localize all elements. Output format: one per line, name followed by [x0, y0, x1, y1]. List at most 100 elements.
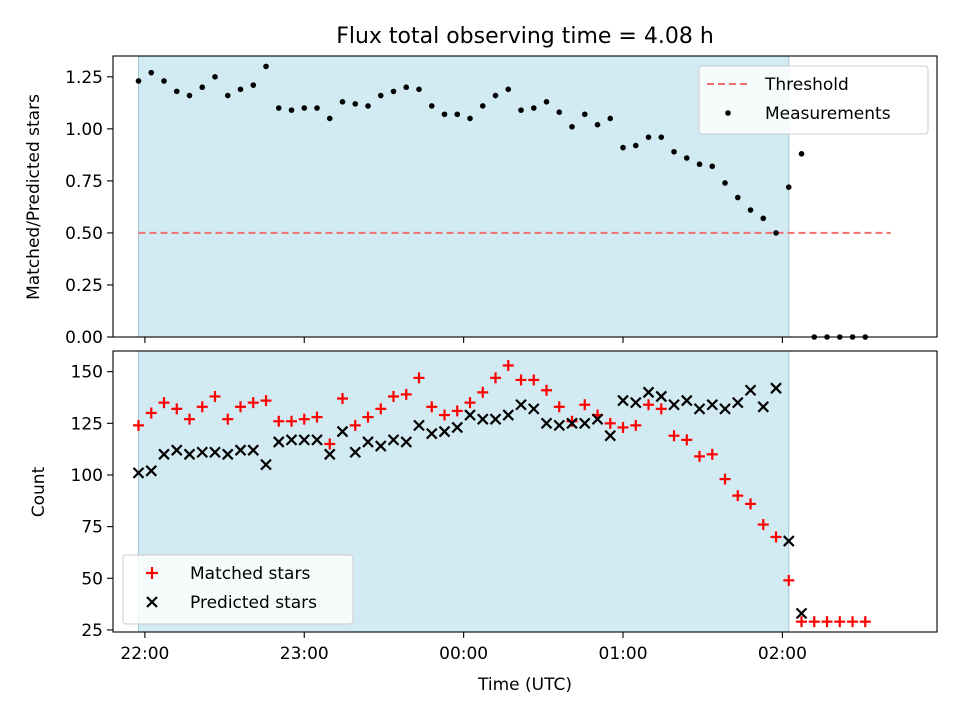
matched-star-point [451, 405, 463, 417]
predicted-stars-series [132, 382, 808, 620]
matched-star-point [324, 438, 336, 450]
predicted-star-point [413, 419, 425, 432]
bottom-x-ticks: 22:00 23:00 00:00 01:00 02:00 [120, 632, 807, 664]
predicted-star-point [566, 417, 578, 430]
measurement-point [263, 63, 269, 70]
predicted-stars-legend-swatch [146, 596, 158, 608]
measurement-point [301, 105, 308, 111]
predicted-star-point [285, 434, 298, 446]
top-legend: Threshold Measurements [698, 65, 929, 135]
predicted-star-point [578, 417, 591, 430]
x-tick-label: 22:00 [120, 644, 169, 664]
measurement-point [275, 105, 282, 111]
matched-star-point [528, 374, 540, 386]
predicted-star-point [731, 396, 744, 409]
matched-star-point [579, 399, 591, 411]
predicted-star-point [782, 535, 795, 547]
matched-stars-legend-label: Matched stars [190, 564, 310, 584]
matched-star-point [362, 411, 374, 423]
predicted-star-point [145, 465, 158, 477]
y-tick-label: 75 [81, 518, 103, 538]
matched-star-point [566, 415, 578, 427]
matched-star-point [859, 616, 871, 628]
top-y-ticks: 0.00 0.25 0.50 0.75 1.00 1.25 [65, 68, 113, 348]
matched-star-point [273, 415, 285, 427]
predicted-star-point [629, 396, 642, 409]
matched-star-point [783, 574, 795, 586]
y-tick-label: 50 [81, 569, 103, 589]
top-axes-frame [112, 55, 938, 338]
measurement-point [709, 163, 716, 170]
matched-star-point [604, 417, 616, 429]
matched-star-point [337, 393, 349, 405]
predicted-star-point [680, 394, 693, 407]
matched-stars-series [133, 359, 871, 628]
predicted-star-point [438, 425, 451, 438]
matched-star-point [490, 372, 502, 384]
predicted-star-point [362, 436, 374, 448]
predicted-star-point [323, 448, 336, 461]
matched-star-point [464, 397, 476, 409]
measurement-point [581, 111, 588, 118]
chart-title: Flux total observing time = 4.08 h [336, 24, 714, 49]
predicted-star-point [527, 403, 540, 415]
top-panel: 0.00 0.25 0.50 0.75 1.00 1.25 Matched/Predict… [24, 55, 938, 348]
matched-star-point [298, 413, 310, 425]
measurement-point [339, 98, 346, 105]
predicted-star-point [272, 436, 285, 448]
predicted-star-point [502, 409, 515, 421]
predicted-star-point [515, 398, 527, 411]
measurement-point [505, 86, 512, 93]
predicted-star-point [642, 386, 655, 399]
matched-star-point [375, 403, 387, 415]
predicted-star-point [540, 417, 553, 430]
matched-star-point [643, 399, 655, 411]
measurement-point [416, 86, 422, 93]
measurement-point [569, 123, 575, 130]
y-tick-label: 150 [71, 363, 103, 383]
measurement-point [760, 215, 767, 222]
predicted-star-point [655, 390, 668, 403]
matched-star-point [439, 409, 451, 421]
predicted-star-point [387, 434, 400, 446]
measurement-point [607, 115, 614, 122]
measurement-point [365, 103, 371, 109]
bottom-axes-frame [112, 350, 938, 633]
bottom-legend: Matched stars Predicted stars [122, 554, 354, 625]
predicted-star-point [221, 448, 234, 461]
predicted-star-point [668, 398, 680, 411]
matched-star-point [413, 372, 425, 384]
predicted-star-point [476, 413, 489, 425]
matched-star-point [388, 390, 400, 402]
top-x-ticks [144, 337, 783, 343]
matched-star-point [732, 490, 744, 502]
top-y-axis-label: Matched/Predicted stars [24, 94, 44, 300]
predicted-star-point [795, 607, 808, 620]
measurement-point [798, 151, 805, 157]
predicted-star-point [770, 382, 782, 394]
matched-star-point [706, 448, 718, 460]
predicted-star-point [196, 446, 209, 459]
y-tick-label: 0.75 [65, 172, 103, 192]
measurement-point [135, 78, 142, 84]
matched-star-point [311, 411, 323, 423]
measurement-point [212, 74, 218, 80]
y-tick-label: 100 [71, 466, 103, 486]
measurement-point [377, 92, 384, 99]
matched-star-point [196, 401, 208, 413]
predicted-star-point [400, 436, 413, 448]
predicted-star-point [336, 425, 349, 438]
predicted-star-point [693, 403, 706, 415]
y-tick-label: 1.25 [65, 68, 103, 88]
measurement-point [632, 142, 639, 149]
measurement-point [479, 103, 486, 109]
measurement-point [645, 134, 652, 140]
matched-star-point [770, 531, 782, 543]
matched-stars-legend-swatch [146, 567, 158, 579]
measurement-point [620, 144, 626, 151]
measurement-point [173, 88, 180, 95]
measurement-point [148, 69, 155, 76]
measurement-point [696, 161, 703, 168]
matched-star-point [158, 397, 170, 409]
